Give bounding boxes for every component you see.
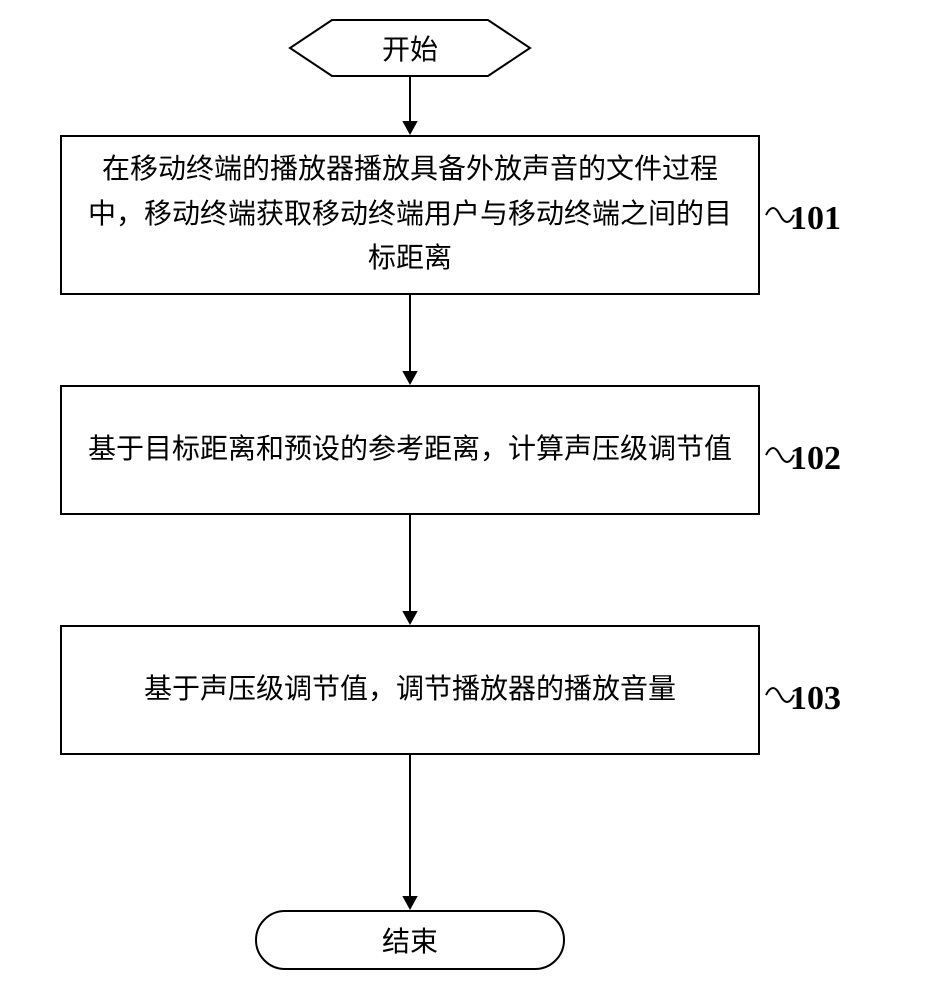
terminator-start: 开始 (290, 20, 530, 76)
terminator-end-text: 结束 (382, 920, 438, 960)
step-label-102: 102 (790, 440, 841, 478)
terminator-start-text: 开始 (382, 28, 438, 68)
process-step-102-text: 基于目标距离和预设的参考距离，计算声压级调节值 (88, 426, 732, 474)
process-step-103: 基于声压级调节值，调节播放器的播放音量 (60, 625, 760, 755)
step-label-103: 103 (790, 680, 841, 718)
terminator-end: 结束 (255, 910, 565, 970)
process-step-101: 在移动终端的播放器播放具备外放声音的文件过程中，移动终端获取移动终端用户与移动终… (60, 135, 760, 295)
process-step-101-text: 在移动终端的播放器播放具备外放声音的文件过程中，移动终端获取移动终端用户与移动终… (82, 148, 738, 282)
process-step-103-text: 基于声压级调节值，调节播放器的播放音量 (144, 668, 676, 713)
process-step-102: 基于目标距离和预设的参考距离，计算声压级调节值 (60, 385, 760, 515)
flowchart-canvas: 开始 在移动终端的播放器播放具备外放声音的文件过程中，移动终端获取移动终端用户与… (0, 0, 925, 1000)
step-label-101: 101 (790, 200, 841, 238)
